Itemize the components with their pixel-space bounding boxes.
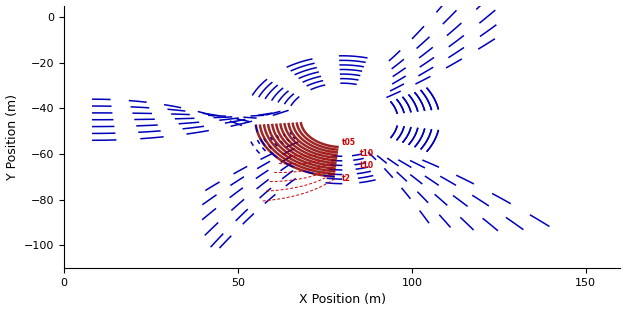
Text: t2: t2 [342,174,351,183]
X-axis label: X Position (m): X Position (m) [299,294,386,306]
Text: t05: t05 [342,138,356,147]
Y-axis label: Y Position (m): Y Position (m) [6,94,19,180]
Text: t10: t10 [360,161,374,170]
Text: t10: t10 [360,149,374,158]
